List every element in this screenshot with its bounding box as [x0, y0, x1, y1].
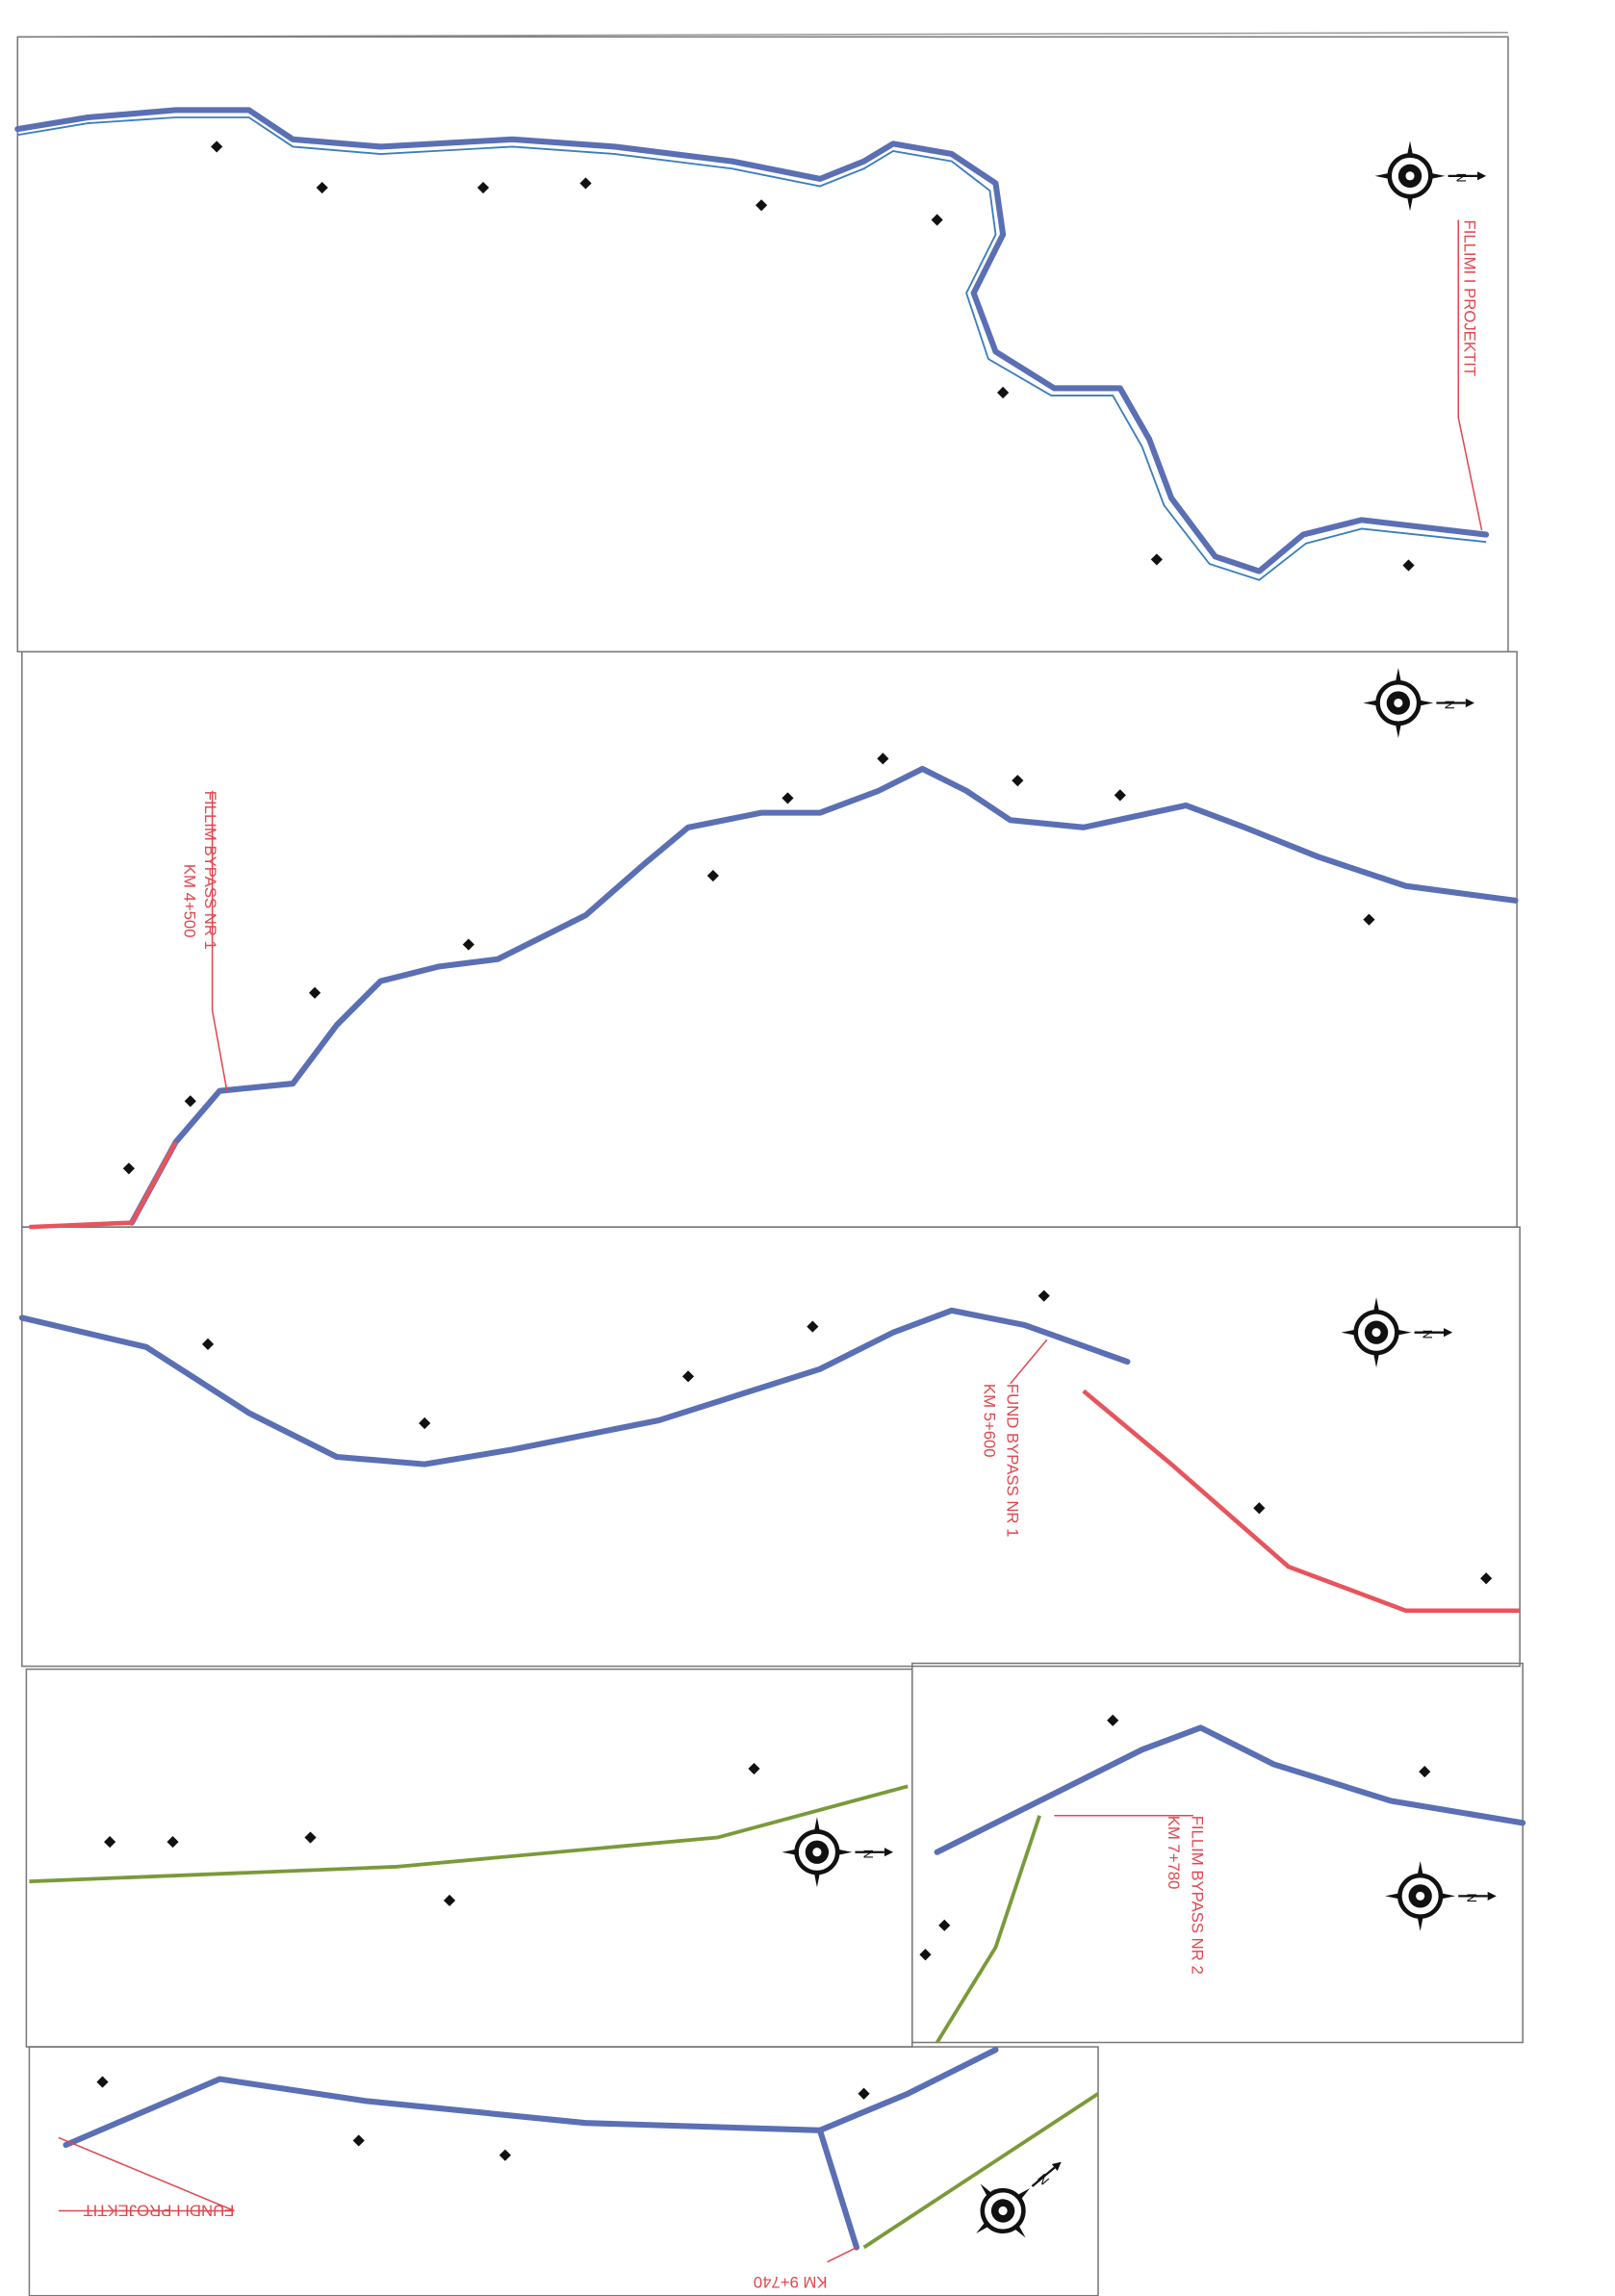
compass-arrow — [1031, 2166, 1056, 2187]
control-point — [304, 1831, 317, 1844]
road-edge — [17, 116, 1487, 581]
panel-2 — [21, 651, 1518, 1228]
control-point — [931, 214, 943, 226]
station-label: KM 5+600 — [980, 1384, 998, 1458]
compass-head — [1051, 2161, 1062, 2171]
compass-label: N — [1443, 700, 1457, 709]
compass-head — [1476, 171, 1487, 181]
bypass-road — [936, 1815, 1041, 2044]
compass-head — [884, 1848, 893, 1857]
compass-dot — [812, 1848, 822, 1857]
station-label: FUNDI I PROJEKTIT — [83, 2201, 234, 2219]
control-point — [96, 2076, 109, 2088]
control-point — [755, 199, 768, 212]
station-label: FILLIM BYPASS NR 2 — [1188, 1816, 1206, 1975]
road-alignment — [934, 1724, 1526, 1855]
control-point — [1012, 775, 1024, 787]
north-arrow: N — [976, 2161, 1062, 2238]
compass-head — [1465, 698, 1474, 708]
station-label: FUND BYPASS NR 1 — [1004, 1384, 1022, 1537]
control-point — [1107, 1714, 1119, 1726]
control-point — [807, 1320, 819, 1333]
panel-6 — [28, 2046, 1099, 2296]
compass-dot — [1416, 1891, 1425, 1901]
compass-dot — [998, 2206, 1008, 2216]
control-point — [919, 1949, 932, 1961]
compass-dot — [1394, 698, 1403, 708]
control-point — [352, 2134, 365, 2147]
north-arrow: N — [1374, 140, 1487, 212]
control-point — [462, 938, 474, 951]
control-point — [1402, 559, 1415, 572]
north-arrow: N — [782, 1817, 893, 1888]
control-point — [782, 792, 794, 804]
north-arrow: N — [1341, 1297, 1453, 1368]
station-label: KM 9+740 — [754, 2273, 828, 2291]
station-label: KM 7+780 — [1165, 1816, 1183, 1890]
station-label: FILLIM BYPASS NR 1 — [201, 791, 219, 950]
control-point — [858, 2087, 870, 2100]
station-label: FILLIMI I PROJEKTIT — [1460, 219, 1478, 376]
control-point — [443, 1894, 456, 1907]
control-point — [316, 181, 328, 194]
leader-line — [58, 2136, 235, 2212]
control-point — [748, 1762, 760, 1775]
leader-line — [211, 790, 228, 1091]
road-branch — [816, 2127, 860, 2251]
control-point — [706, 869, 719, 882]
control-point — [308, 986, 321, 999]
compass-label: N — [1464, 1893, 1478, 1902]
control-point — [499, 2149, 511, 2161]
control-point — [1038, 1289, 1050, 1302]
control-point — [1253, 1502, 1266, 1515]
compass-label: N — [1454, 173, 1469, 183]
compass-head — [1444, 1328, 1453, 1338]
road-alignment — [29, 1784, 909, 1884]
north-arrow: N — [1385, 1860, 1497, 1931]
leader-line — [1010, 1339, 1048, 1385]
control-point — [1363, 913, 1375, 926]
road-branch — [862, 2092, 1100, 2250]
road-alignment — [128, 765, 1519, 1226]
control-point — [201, 1338, 215, 1350]
leader-line — [1457, 219, 1483, 531]
compass-dot — [1405, 171, 1415, 181]
road-alignment — [63, 2047, 999, 2149]
compass-head — [1487, 1891, 1497, 1901]
control-point — [997, 386, 1010, 399]
compass-label: N — [1035, 2171, 1052, 2187]
control-point — [681, 1370, 695, 1383]
bypass-road — [1082, 1389, 1521, 1614]
control-point — [122, 1162, 135, 1175]
control-point — [1419, 1765, 1431, 1778]
control-point — [579, 177, 592, 190]
road-alignment — [14, 107, 1490, 574]
bypass-road — [29, 1140, 178, 1230]
control-point — [877, 753, 889, 765]
compass-label: N — [1421, 1330, 1435, 1339]
control-point — [1480, 1572, 1493, 1585]
road-alignment — [18, 1307, 1131, 1467]
panel-3 — [21, 1226, 1521, 1668]
compass-dot — [1371, 1328, 1381, 1338]
control-point — [184, 1095, 196, 1108]
compass-label: N — [861, 1850, 876, 1859]
control-point — [1150, 553, 1163, 566]
station-label: KM 4+500 — [181, 864, 199, 938]
control-point — [476, 181, 490, 194]
control-point — [419, 1416, 431, 1430]
control-point — [1114, 789, 1126, 802]
control-point — [938, 1919, 951, 1931]
control-point — [104, 1836, 116, 1849]
north-arrow: N — [1363, 668, 1474, 739]
panel-5 — [911, 1662, 1524, 2044]
control-point — [167, 1836, 179, 1849]
control-point — [211, 140, 223, 153]
leader-line — [827, 2246, 858, 2263]
panel-4 — [25, 1668, 913, 2048]
